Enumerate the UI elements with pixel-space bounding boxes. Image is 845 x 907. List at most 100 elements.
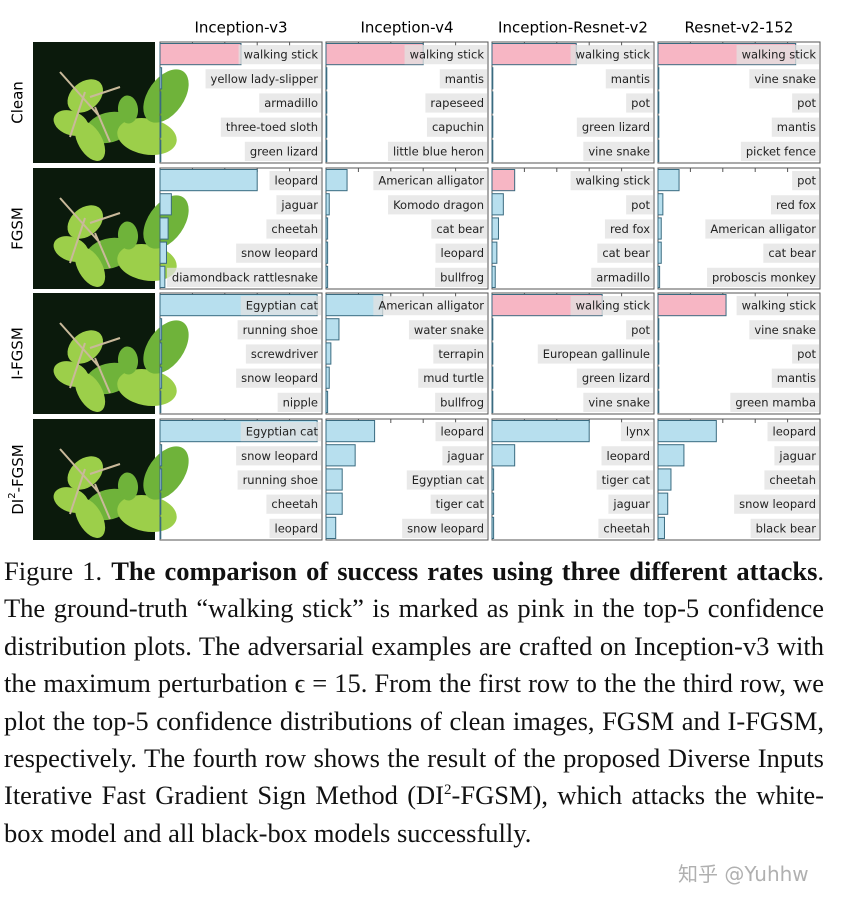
- leaf: [117, 346, 139, 375]
- label-bg: [750, 518, 819, 538]
- bar: [657, 390, 660, 413]
- leaf: [143, 446, 189, 500]
- label-bg: [792, 344, 819, 364]
- category-label: cat bear: [436, 222, 484, 236]
- leaf: [117, 495, 177, 532]
- bar: [657, 342, 660, 365]
- category-label: green lizard: [582, 120, 650, 134]
- category-label: snow leopard: [739, 497, 816, 511]
- category-label: picket fence: [746, 144, 816, 158]
- label-bg: [373, 171, 487, 191]
- category-label: proboscis monkey: [712, 270, 816, 284]
- label-bg: [276, 195, 321, 215]
- bar: [159, 139, 162, 163]
- category-label: jaguar: [280, 198, 318, 212]
- bar: [491, 492, 495, 515]
- bar: [657, 516, 665, 539]
- row-label: I-FGSM: [9, 327, 27, 380]
- figure: Inception-v3 Inception-v4 Inception-Resnet…: [7, 19, 821, 541]
- bar: [159, 366, 163, 389]
- bar: [491, 43, 577, 66]
- bar: [657, 294, 727, 317]
- label-bg: [705, 219, 819, 239]
- bar: [159, 390, 162, 413]
- category-label: American alligator: [378, 299, 484, 313]
- category-label: cheetah: [271, 497, 318, 511]
- bar: [657, 420, 717, 443]
- label-bg: [570, 45, 653, 65]
- label-bg: [430, 494, 487, 514]
- leaf: [117, 118, 177, 155]
- bar: [325, 115, 328, 138]
- bar: [657, 492, 669, 515]
- caption-bold: The comparison of success rates using th…: [111, 556, 818, 586]
- label-bg: [435, 267, 487, 287]
- category-label: green mamba: [735, 395, 816, 409]
- label-bg: [402, 518, 487, 538]
- row-label-part: -FGSM: [9, 444, 27, 492]
- label-bg: [425, 93, 487, 113]
- label-bg: [570, 171, 653, 191]
- bar: [325, 193, 330, 216]
- bar: [325, 67, 328, 90]
- category-label: black bear: [756, 521, 817, 535]
- column-title: Inception-v4: [360, 19, 453, 37]
- bar: [159, 241, 167, 264]
- label-bg: [537, 344, 653, 364]
- bar: [491, 169, 516, 192]
- label-bg: [591, 267, 653, 287]
- bar: [325, 169, 348, 192]
- category-label: leopard: [607, 449, 650, 463]
- label-bg: [237, 470, 321, 490]
- label-bg: [240, 422, 321, 442]
- label-bg: [373, 296, 487, 316]
- label-bg: [596, 470, 653, 490]
- category-label: diamondback rattlesnake: [172, 270, 318, 284]
- label-bg: [387, 141, 487, 161]
- bar: [325, 318, 340, 341]
- category-label: snow leopard: [241, 371, 318, 385]
- bar: [491, 468, 495, 491]
- category-label: vine snake: [754, 323, 816, 337]
- label-bg: [598, 518, 653, 538]
- category-label: rapeseed: [430, 96, 484, 110]
- category-label: walking stick: [576, 299, 651, 313]
- photo: [33, 42, 189, 163]
- label-bg: [426, 117, 487, 137]
- leaf: [53, 110, 89, 136]
- category-label: pot: [631, 96, 650, 110]
- caption: Figure 1. The comparison of success rate…: [4, 553, 824, 852]
- category-label: walking stick: [244, 48, 319, 62]
- category-label: pot: [797, 174, 816, 188]
- category-label: snow leopard: [407, 521, 484, 535]
- label-bg: [736, 296, 819, 316]
- caption-label: Figure 1.: [4, 556, 103, 586]
- bar: [159, 43, 242, 66]
- bar: [657, 115, 660, 138]
- label-bg: [749, 320, 819, 340]
- column-title: Resnet-v2-152: [685, 19, 794, 37]
- stick: [59, 71, 121, 143]
- label-bg: [576, 117, 653, 137]
- photo: [33, 419, 189, 540]
- leaf: [53, 236, 89, 262]
- bar: [491, 115, 494, 138]
- bar: [657, 241, 662, 264]
- label-bg: [730, 392, 819, 412]
- bar: [491, 318, 494, 341]
- bar: [325, 91, 328, 114]
- photo: [33, 168, 189, 289]
- bar: [657, 468, 672, 491]
- leaf: [143, 320, 189, 374]
- category-label: running shoe: [243, 323, 318, 337]
- label-bg: [244, 141, 321, 161]
- label-bg: [604, 219, 653, 239]
- bar: [159, 516, 162, 539]
- label-bg: [435, 422, 487, 442]
- label-bg: [418, 368, 487, 388]
- label-bg: [734, 494, 819, 514]
- label-bg: [707, 267, 819, 287]
- category-label: Egyptian cat: [246, 425, 319, 439]
- category-label: leopard: [275, 174, 318, 188]
- label-bg: [236, 446, 321, 466]
